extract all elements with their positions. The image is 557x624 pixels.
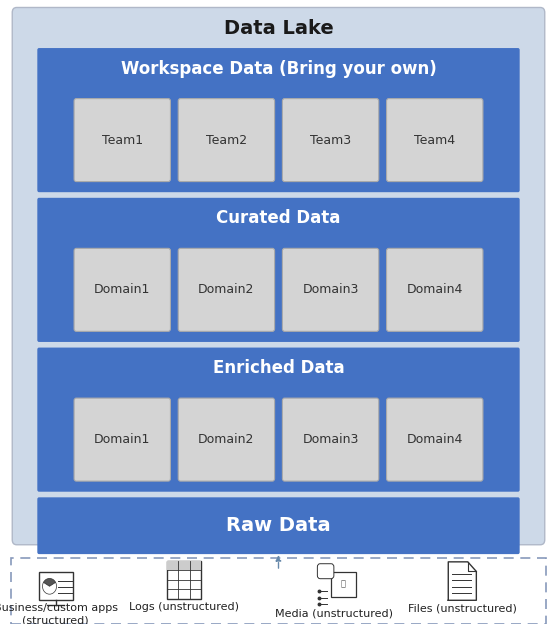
- FancyBboxPatch shape: [282, 248, 379, 331]
- Text: Domain3: Domain3: [302, 283, 359, 296]
- FancyBboxPatch shape: [387, 248, 483, 331]
- FancyBboxPatch shape: [37, 198, 520, 342]
- Text: Domain4: Domain4: [407, 433, 463, 446]
- Text: Domain2: Domain2: [198, 283, 255, 296]
- Text: ⛰: ⛰: [341, 580, 346, 589]
- FancyBboxPatch shape: [387, 99, 483, 182]
- FancyBboxPatch shape: [387, 398, 483, 481]
- Bar: [167, 560, 201, 570]
- FancyBboxPatch shape: [37, 348, 520, 492]
- Text: Enriched Data: Enriched Data: [213, 359, 344, 377]
- Text: Team2: Team2: [206, 134, 247, 147]
- FancyBboxPatch shape: [74, 398, 170, 481]
- Polygon shape: [448, 562, 476, 600]
- Text: Workspace Data (Bring your own): Workspace Data (Bring your own): [121, 60, 436, 77]
- Text: Team3: Team3: [310, 134, 351, 147]
- FancyBboxPatch shape: [178, 248, 275, 331]
- FancyBboxPatch shape: [282, 99, 379, 182]
- FancyBboxPatch shape: [38, 572, 73, 600]
- Text: Domain3: Domain3: [302, 433, 359, 446]
- FancyBboxPatch shape: [178, 398, 275, 481]
- FancyBboxPatch shape: [37, 497, 520, 554]
- FancyBboxPatch shape: [37, 48, 520, 192]
- Text: Team1: Team1: [102, 134, 143, 147]
- Text: Business/custom apps
(structured): Business/custom apps (structured): [0, 603, 118, 624]
- FancyBboxPatch shape: [317, 563, 334, 578]
- FancyBboxPatch shape: [12, 7, 545, 545]
- Text: Raw Data: Raw Data: [226, 516, 331, 535]
- FancyBboxPatch shape: [178, 99, 275, 182]
- Wedge shape: [42, 582, 57, 594]
- Text: Curated Data: Curated Data: [216, 210, 341, 227]
- FancyBboxPatch shape: [282, 398, 379, 481]
- Text: Domain1: Domain1: [94, 283, 150, 296]
- Text: Files (unstructured): Files (unstructured): [408, 603, 517, 613]
- Text: Domain2: Domain2: [198, 433, 255, 446]
- Text: Media (unstructured): Media (unstructured): [275, 608, 393, 618]
- Bar: [167, 560, 201, 599]
- Text: Data Lake: Data Lake: [223, 19, 334, 37]
- Wedge shape: [43, 578, 56, 587]
- FancyBboxPatch shape: [74, 99, 170, 182]
- Text: Domain4: Domain4: [407, 283, 463, 296]
- Text: Domain1: Domain1: [94, 433, 150, 446]
- Circle shape: [42, 578, 57, 594]
- Text: Team4: Team4: [414, 134, 455, 147]
- FancyBboxPatch shape: [331, 572, 356, 597]
- FancyBboxPatch shape: [74, 248, 170, 331]
- Text: Logs (unstructured): Logs (unstructured): [129, 602, 239, 612]
